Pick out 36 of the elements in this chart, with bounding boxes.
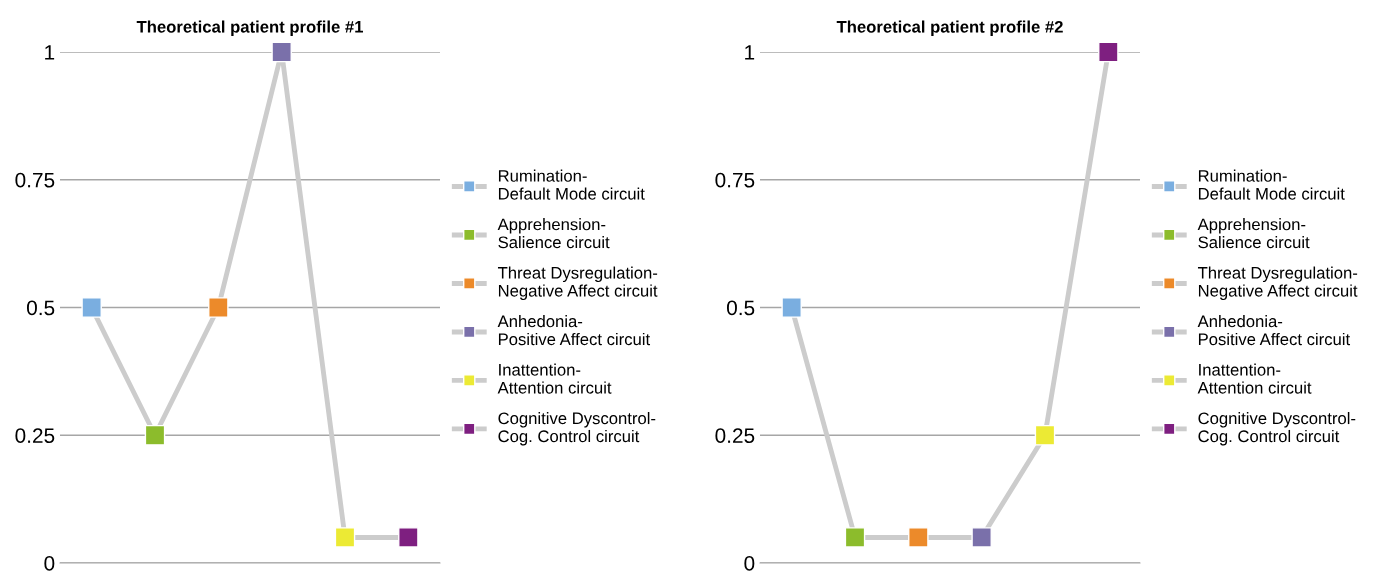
y-tick-label: 0.5	[26, 300, 55, 316]
legend-label: Apprehension- Salience circuit	[1197, 218, 1310, 249]
legend-label: Inattention- Attention circuit	[1197, 363, 1312, 394]
point	[81, 297, 102, 318]
legend-label: Threat Dysregulation- Negative Affect circuit	[497, 266, 658, 300]
legend-label: Inattention- Attention circuit	[497, 363, 612, 394]
point	[908, 527, 929, 548]
point	[1034, 424, 1056, 446]
point	[334, 527, 356, 548]
point	[1098, 41, 1119, 63]
point	[144, 424, 166, 446]
legend-label: Rumination- Default Mode circuit	[498, 169, 645, 200]
legend-label: Cognitive Dyscontrol- Cog. Control circuit	[1198, 411, 1356, 446]
legend-label: Apprehension- Salience circuit	[497, 218, 610, 249]
chart-title: Theoretical patient profile #1	[136, 20, 363, 37]
y-tick-label: 0.25	[15, 428, 55, 443]
y-tick-label: 0.25	[715, 428, 755, 443]
point	[208, 297, 229, 318]
y-tick-label: 0.75	[15, 172, 55, 188]
legend-label: Anhedonia- Positive Affect circuit	[1197, 315, 1351, 346]
point	[781, 297, 802, 318]
chart-title: Theoretical patient profile #2	[836, 20, 1063, 37]
y-tick-label: 0	[744, 556, 755, 571]
y-tick-label: 1	[745, 45, 755, 60]
y-tick-label: 0	[44, 556, 55, 571]
point	[398, 527, 419, 548]
y-tick-label: 0.75	[715, 172, 755, 188]
y-tick-label: 0.5	[726, 300, 755, 316]
legend-label: Anhedonia- Positive Affect circuit	[497, 315, 651, 346]
point	[971, 527, 992, 548]
y-tick-label: 1	[45, 45, 55, 60]
legend-label: Rumination- Default Mode circuit	[1198, 169, 1345, 200]
legend-label: Threat Dysregulation- Negative Affect circuit	[1197, 266, 1358, 300]
point	[844, 527, 866, 548]
legend-label: Cognitive Dyscontrol- Cog. Control circuit	[498, 411, 656, 446]
point	[271, 41, 292, 63]
